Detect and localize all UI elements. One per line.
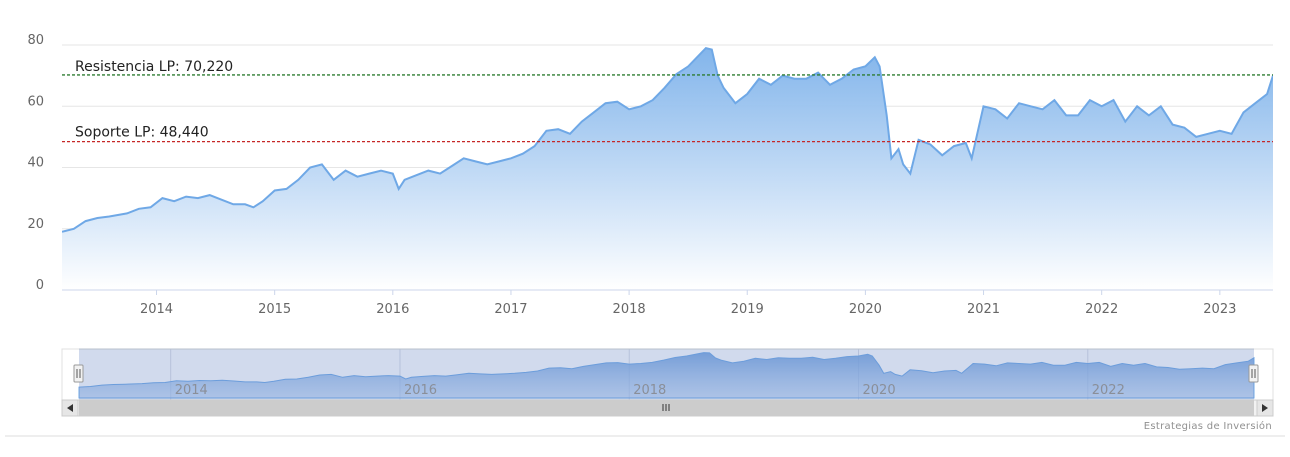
- y-tick-label-80: 80: [27, 33, 44, 48]
- arrow-right-icon: [1262, 404, 1268, 412]
- navigator-handle-right[interactable]: [1248, 364, 1259, 383]
- x-tick-label-2020: 2020: [849, 302, 882, 317]
- y-axis-tick-labels: 0 20 40 60 80: [27, 33, 44, 293]
- navigator-selection-mask[interactable]: [79, 349, 1254, 400]
- x-tick-label-2019: 2019: [731, 302, 764, 317]
- navigator-tick-label-2018: 2018: [633, 383, 666, 398]
- x-tick-label-2018: 2018: [613, 302, 646, 317]
- y-tick-label-60: 60: [27, 94, 44, 109]
- x-tick-label-2017: 2017: [494, 302, 527, 317]
- navigator-tick-labels: 2014 2016 2018 2020 2022: [175, 383, 1125, 398]
- resistance-label: Resistencia LP: 70,220: [75, 59, 233, 75]
- x-tick-label-2021: 2021: [967, 302, 1000, 317]
- x-tick-label-2016: 2016: [376, 302, 409, 317]
- navigator-tick-label-2016: 2016: [404, 383, 437, 398]
- scroll-left-button[interactable]: [61, 399, 79, 417]
- scroll-right-button[interactable]: [1256, 399, 1274, 417]
- navigator-handle-left[interactable]: [73, 364, 84, 383]
- credits-text[interactable]: Estrategias de Inversión: [1144, 420, 1272, 432]
- navigator-tick-label-2022: 2022: [1092, 383, 1125, 398]
- x-axis-tick-labels: 2014 2015 2016 2017 2018 2019 2020 2021 2022 2023: [140, 290, 1236, 317]
- price-area-fill: [62, 48, 1273, 290]
- x-tick-label-2022: 2022: [1085, 302, 1118, 317]
- navigator-tick-label-2014: 2014: [175, 383, 208, 398]
- support-label: Soporte LP: 48,440: [75, 125, 209, 141]
- y-tick-label-0: 0: [36, 278, 44, 293]
- y-tick-label-20: 20: [27, 217, 44, 232]
- x-tick-label-2015: 2015: [258, 302, 291, 317]
- navigator[interactable]: 2014 2016 2018 2020 2022: [61, 348, 1274, 401]
- arrow-left-icon: [67, 404, 73, 412]
- navigator-series-area: [78, 352, 1255, 399]
- x-tick-label-2014: 2014: [140, 302, 173, 317]
- scrollbar-grip-icon: [662, 404, 670, 411]
- price-series-line: [62, 46, 1273, 233]
- y-tick-label-40: 40: [27, 156, 44, 171]
- scrollbar[interactable]: [61, 399, 1274, 417]
- x-tick-label-2023: 2023: [1203, 302, 1236, 317]
- navigator-tick-label-2020: 2020: [863, 383, 896, 398]
